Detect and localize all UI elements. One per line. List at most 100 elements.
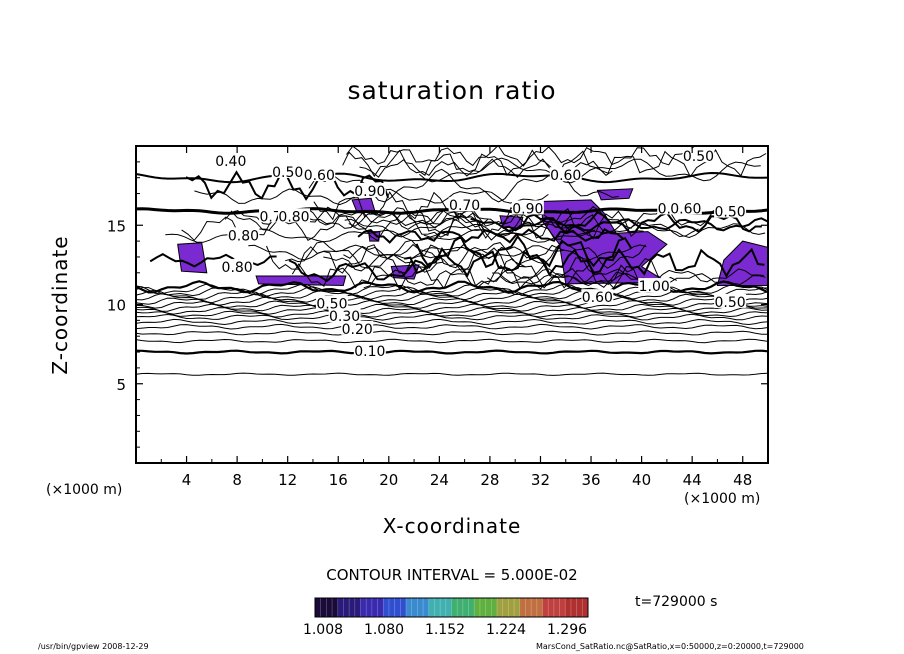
colorbar-cell (371, 598, 378, 617)
contour-label-bg (353, 343, 386, 358)
contour-label-bg (638, 278, 671, 293)
colorbar-cell (531, 598, 538, 617)
contour-label: 0.80 (222, 260, 253, 276)
colorbar-cell (519, 598, 526, 617)
x-tick-label: 32 (531, 471, 550, 489)
x-tick-label: 4 (182, 471, 192, 489)
y-tick-label: 15 (107, 217, 126, 235)
contour-line (149, 253, 277, 268)
contour-label: 0.50 (714, 295, 745, 311)
colorbar-cell (451, 598, 458, 617)
x-tick-label: 16 (329, 471, 348, 489)
contour-line (346, 144, 695, 167)
contour-label-bg (271, 163, 304, 178)
contour-label: 0.90 (354, 184, 385, 200)
contour-line (415, 206, 644, 240)
contour-label-bg (549, 167, 582, 182)
contour-line (135, 296, 769, 307)
colorbar-cell (445, 598, 452, 617)
colorbar-cell (497, 598, 503, 617)
contour-label: 0.50 (683, 149, 714, 165)
colorbar-cell (411, 598, 418, 617)
colorbar-cell (343, 598, 350, 617)
colorbar-cell (536, 598, 543, 617)
contour-label-bg (315, 295, 348, 310)
contour-label: 1.00 (639, 279, 670, 295)
contour-line (135, 310, 769, 318)
colorbar-cell (417, 598, 424, 617)
contour-line (357, 227, 625, 244)
colorbar-cell (332, 598, 339, 617)
contour-line (285, 239, 646, 269)
colorbar-cell (326, 598, 333, 617)
contour-line (135, 289, 769, 301)
contour-line (135, 323, 769, 330)
contour-line (302, 206, 720, 230)
contour-line (135, 306, 769, 315)
colorbar-cell (468, 598, 475, 617)
x-tick-label: 28 (480, 471, 499, 489)
x-tick-label: 8 (232, 471, 242, 489)
colorbar-cell (548, 598, 555, 617)
colorbar-cell (366, 598, 373, 617)
colorbar-cell (514, 598, 521, 617)
colorbar-cell (423, 598, 430, 617)
contour-line (135, 293, 769, 304)
x-tick-label: 20 (379, 471, 398, 489)
colorbar-label: 1.224 (485, 622, 527, 638)
colorbar-cell (582, 598, 589, 617)
contour-line (135, 318, 769, 326)
contour-line (288, 259, 429, 283)
colorbar-cell (485, 598, 492, 617)
colorbar-cell (428, 598, 435, 617)
colorbar-cell (406, 598, 412, 617)
contour-line (343, 243, 565, 261)
y-axis-label: Z-coordinate (48, 235, 72, 375)
contour-label-bg (714, 293, 747, 308)
contour-label-bg (278, 208, 310, 223)
x-tick-label: 40 (632, 471, 651, 489)
contour-line (135, 299, 769, 310)
contour-line (313, 191, 460, 221)
colorbar-cell (349, 598, 356, 617)
contour-lines (135, 144, 769, 376)
contour-line (363, 267, 630, 290)
contour-label: 0.60 (582, 290, 613, 306)
colorbar-cell (434, 598, 441, 617)
x-axis-label: X-coordinate (382, 514, 522, 538)
contour-label: 0.60 (670, 201, 701, 217)
colorbar-cell (559, 598, 566, 617)
contour-label-bg (328, 308, 361, 323)
contour-label: 0.60 (304, 168, 335, 184)
saturated-region (596, 188, 634, 201)
colorbar-cell (502, 598, 509, 617)
colorbar-cell (360, 598, 367, 617)
time-label: t=729000 s (635, 594, 718, 610)
colorbar-label: 1.080 (363, 622, 405, 638)
colorbar-cell (400, 598, 407, 617)
contour-line (135, 171, 769, 184)
colorbar-cell (474, 598, 481, 617)
contour-label: 0.10 (354, 344, 385, 360)
footer-left: /usr/bin/gpview 2008-12-29 (38, 642, 149, 651)
contour-line (248, 244, 647, 261)
contour-line (230, 207, 485, 231)
colorbar-cell (479, 598, 486, 617)
contour-label: 0.70 (449, 198, 480, 214)
contour-line (266, 244, 526, 274)
colorbar-cell (440, 598, 447, 617)
colorbar-cell (565, 598, 572, 617)
colorbar-cell (315, 598, 321, 617)
x-unit-right: (×1000 m) (684, 491, 761, 507)
contour-label-bg (227, 227, 260, 242)
x-tick-label: 36 (581, 471, 600, 489)
colorbar-cell (383, 598, 390, 617)
colorbar-frame (314, 597, 589, 618)
contour-label: 0.50 (272, 165, 303, 181)
colorbar-label: 1.152 (424, 622, 466, 638)
contour-line (135, 372, 769, 376)
x-unit-left: (×1000 m) (46, 482, 123, 498)
saturated-region (716, 240, 769, 286)
